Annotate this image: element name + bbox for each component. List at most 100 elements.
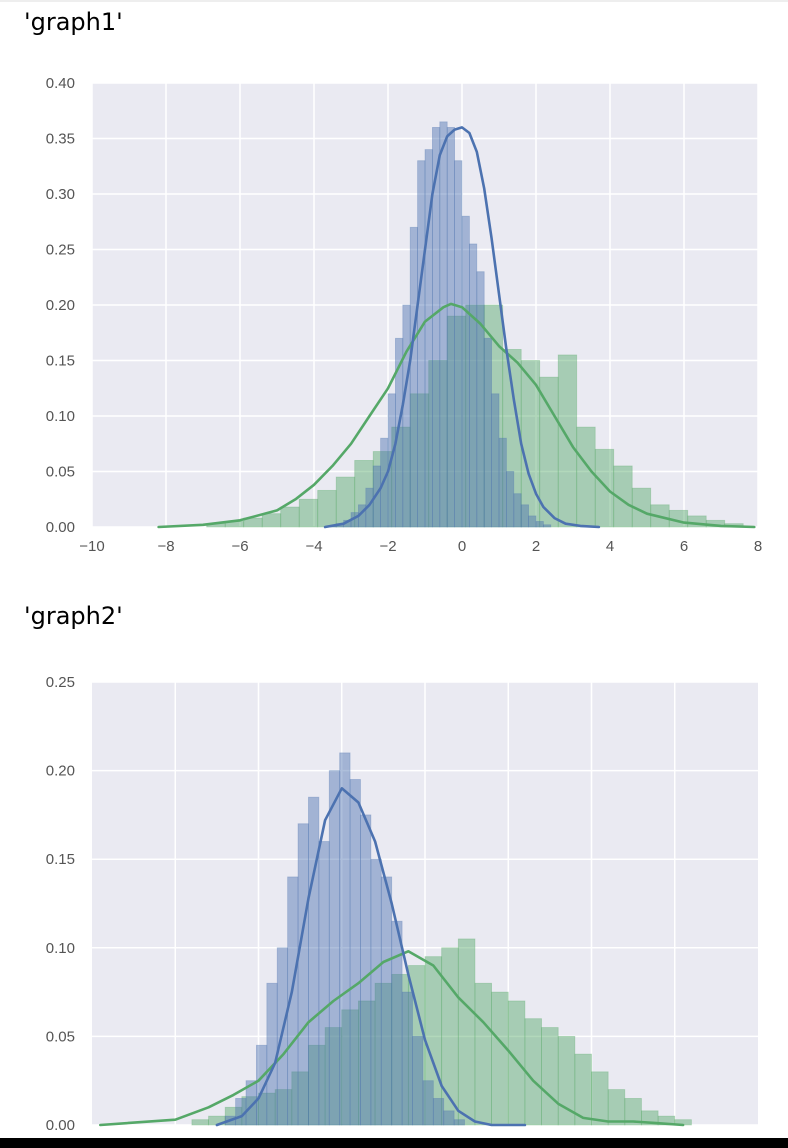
hist-bar-green — [591, 1071, 609, 1126]
hist-bar-blue — [498, 437, 507, 528]
y-tick-label: 0.25 — [46, 674, 75, 691]
hist-bar-blue — [394, 337, 404, 528]
x-tick-label: −10 — [79, 538, 104, 555]
y-tick-label: 0.25 — [46, 242, 75, 259]
hist-bar-blue — [453, 1119, 465, 1126]
series-green — [206, 304, 744, 528]
hist-bar-blue — [370, 858, 382, 1126]
hist-bar-green — [274, 1089, 293, 1126]
hist-bar-green — [298, 498, 319, 528]
hist-bar-blue — [454, 160, 463, 528]
x-tick-label: 8 — [754, 538, 762, 555]
gridlines — [91, 82, 759, 528]
hist-bar-green — [357, 1000, 376, 1126]
hist-bar-green — [335, 476, 356, 528]
hist-bar-blue — [360, 814, 372, 1126]
hist-bar-green — [465, 304, 485, 528]
y-tick-label: 0.00 — [46, 519, 75, 536]
hist-bar-blue — [380, 876, 393, 1126]
hist-bar-blue — [287, 876, 299, 1126]
hist-bar-blue — [349, 779, 361, 1126]
output-label-graph2: 'graph2' — [24, 602, 123, 630]
tick-labels: 0.00 0.05 0.10 0.15 0.20 0.25 0.30 0.35 0.40 −10 −… — [46, 75, 762, 555]
y-tick-label: 0.05 — [46, 464, 75, 481]
hist-bar-blue — [297, 823, 309, 1126]
hist-bar-blue — [535, 521, 544, 528]
hist-bar-blue — [520, 504, 530, 528]
x-tick-label: 4 — [606, 538, 614, 555]
y-tick-label: 0.35 — [46, 131, 75, 148]
hist-bar-green — [391, 973, 409, 1126]
hist-bar-blue — [439, 121, 448, 528]
kde-line-blue — [323, 126, 601, 529]
tick-labels: 0.00 0.05 0.10 0.15 0.20 0.25 — [46, 674, 75, 1134]
hist-bar-green — [409, 393, 430, 528]
y-tick-label: 0.30 — [46, 186, 75, 203]
hist-bar-green — [574, 1053, 592, 1126]
y-tick-label: 0.20 — [46, 297, 75, 314]
hist-bar-green — [491, 991, 509, 1126]
hist-bar-green — [191, 1119, 209, 1126]
kde-line-green — [157, 302, 756, 529]
hist-bar-blue — [402, 304, 411, 528]
hist-bar-green — [483, 304, 504, 528]
hist-bar-blue — [412, 1035, 424, 1126]
x-tick-label: 6 — [680, 538, 688, 555]
y-tick-label: 0.05 — [46, 1028, 75, 1045]
hist-bar-green — [557, 1035, 576, 1126]
gridlines — [92, 681, 758, 1126]
hist-bar-green — [308, 1044, 326, 1126]
hist-bar-blue — [483, 337, 493, 528]
hist-bar-green — [428, 360, 448, 528]
hist-bar-blue — [256, 1044, 268, 1126]
hist-bar-blue — [461, 215, 470, 528]
hist-bar-blue — [318, 841, 330, 1126]
y-tick-label: 0.10 — [46, 940, 75, 957]
hist-bar-green — [341, 1009, 359, 1126]
hist-bar-blue — [401, 991, 413, 1126]
hist-bar-blue — [409, 226, 419, 528]
hist-bar-blue — [245, 1080, 257, 1126]
y-tick-label: 0.40 — [46, 75, 75, 92]
chart-graph2: 0.00 0.05 0.10 0.15 0.20 0.25 — [46, 674, 758, 1134]
y-tick-label: 0.15 — [46, 851, 75, 868]
hist-bar-blue — [431, 127, 441, 528]
hist-bar-green — [317, 489, 337, 528]
hist-bar-green — [391, 426, 411, 528]
hist-bar-blue — [391, 920, 403, 1126]
hist-bar-green — [324, 1027, 343, 1126]
hist-bar-blue — [543, 524, 552, 528]
hist-bar-blue — [372, 465, 382, 528]
hist-bar-blue — [417, 160, 426, 528]
y-tick-label: 0.15 — [46, 353, 75, 370]
x-tick-label: −2 — [379, 538, 396, 555]
x-tick-label: 2 — [532, 538, 540, 555]
hist-bar-green — [541, 1027, 559, 1126]
hist-bar-blue — [443, 1110, 455, 1126]
hist-bar-blue — [339, 752, 351, 1126]
top-border — [0, 0, 788, 2]
hist-bar-blue — [513, 493, 522, 528]
x-tick-label: −8 — [157, 538, 174, 555]
hist-bar-green — [613, 465, 633, 528]
x-tick-label: −4 — [305, 538, 322, 555]
hist-bar-blue — [266, 982, 278, 1126]
kde-line-blue — [215, 787, 527, 1127]
hist-bar-green — [374, 982, 393, 1126]
y-tick-label: 0.10 — [46, 408, 75, 425]
hist-bar-green — [576, 426, 596, 528]
y-tick-label: 0.20 — [46, 763, 75, 780]
hist-bar-green — [507, 1000, 526, 1126]
hist-bar-green — [594, 448, 615, 528]
hist-bar-blue — [468, 243, 478, 528]
hist-bar-blue — [328, 770, 341, 1126]
hist-bar-green — [557, 354, 578, 528]
hist-bar-blue — [308, 796, 320, 1126]
series-blue — [328, 121, 552, 528]
hist-bar-blue — [432, 1098, 445, 1126]
hist-bar-green — [624, 1098, 642, 1126]
hist-bar-blue — [491, 393, 500, 528]
hist-bar-blue — [424, 149, 433, 528]
hist-bar-blue — [446, 127, 456, 528]
hist-bar-green — [280, 506, 300, 528]
